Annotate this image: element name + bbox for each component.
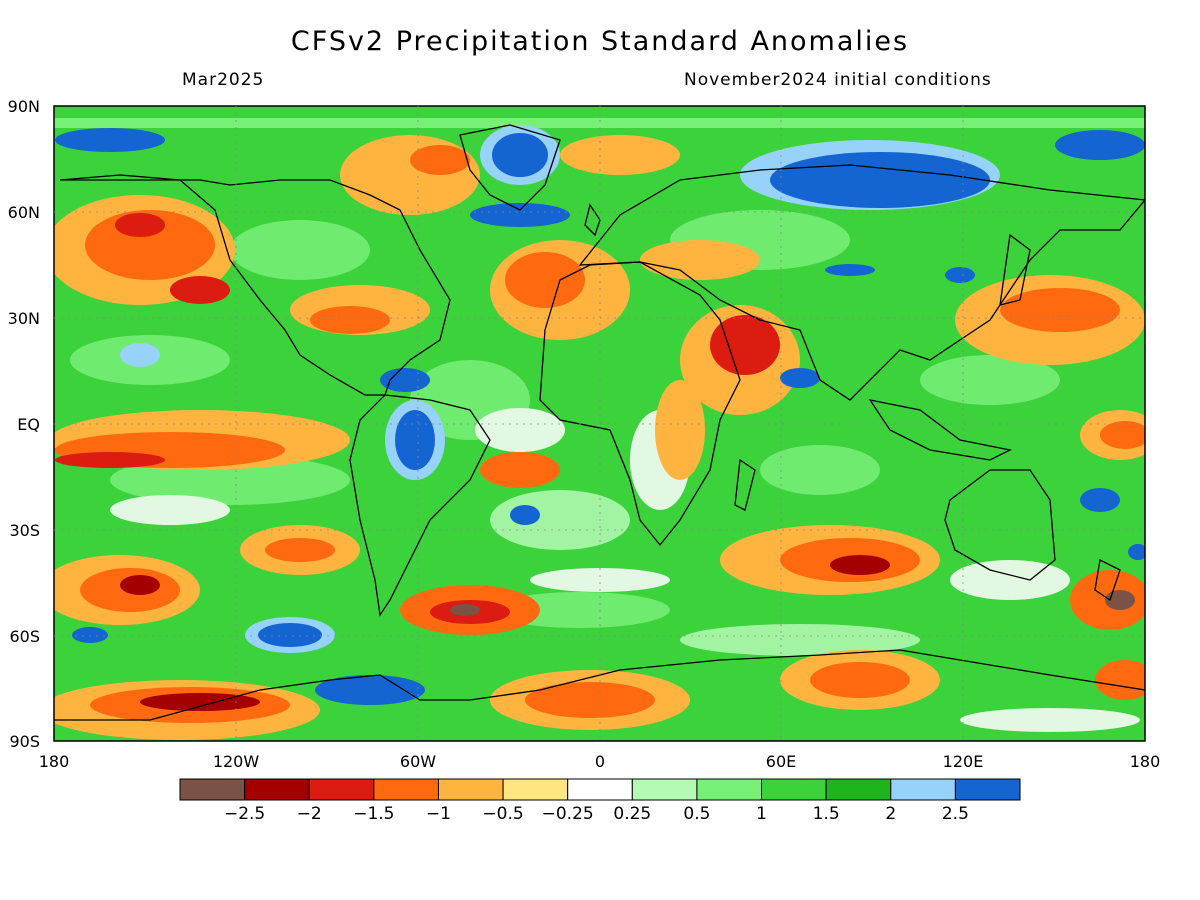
colorbar-label: 0.5 bbox=[683, 804, 710, 824]
colorbar-swatch bbox=[373, 778, 439, 801]
graticule bbox=[54, 106, 1145, 741]
lon-label-0: 0 bbox=[595, 752, 605, 771]
map-frame bbox=[53, 105, 1146, 742]
lon-label-60e: 60E bbox=[766, 752, 796, 771]
coastlines bbox=[54, 124, 1145, 721]
colorbar-label: 1.5 bbox=[813, 804, 840, 824]
colorbar-label: −0.25 bbox=[542, 804, 594, 824]
dry-anomaly-patches bbox=[54, 135, 1145, 740]
colorbar-swatch bbox=[890, 778, 956, 801]
colorbar-label: −0.5 bbox=[482, 804, 523, 824]
valid-month-label: Mar2025 bbox=[182, 70, 265, 90]
colorbar-swatch bbox=[825, 778, 892, 801]
map-title: CFSv2 Precipitation Standard Anomalies bbox=[290, 26, 910, 57]
lon-label-180e: 180 bbox=[1130, 752, 1161, 771]
colorbar-swatch bbox=[179, 778, 246, 801]
lat-label-30n: 30N bbox=[8, 309, 40, 328]
lon-label-60w: 60W bbox=[400, 752, 436, 771]
colorbar-label: 0.25 bbox=[613, 804, 651, 824]
light-anomaly-patches bbox=[70, 210, 1140, 732]
colorbar-swatch bbox=[567, 778, 633, 801]
lat-label-eq: EQ bbox=[17, 415, 40, 434]
colorbar-label: 2 bbox=[885, 804, 896, 824]
colorbar-label: 1 bbox=[756, 804, 767, 824]
colorbar-swatch bbox=[631, 778, 698, 801]
colorbar-swatch bbox=[437, 778, 504, 801]
lon-label-180w: 180 bbox=[39, 752, 70, 771]
latitude-labels: 90N 60N 30N EQ 30S 60S 90S bbox=[8, 97, 40, 751]
initial-conditions-label: November2024 initial conditions bbox=[684, 70, 992, 90]
lon-label-120e: 120E bbox=[943, 752, 984, 771]
colorbar: −2.5 −2 −1.5 −1 −0.5 −0.25 0.25 0.5 1 1.5 2 2.5 bbox=[179, 778, 1021, 824]
colorbar-swatch bbox=[696, 778, 763, 801]
colorbar-label: −1 bbox=[426, 804, 451, 824]
lat-label-30s: 30S bbox=[9, 521, 40, 540]
colorbar-label: −2.5 bbox=[224, 804, 265, 824]
colorbar-label: −1.5 bbox=[353, 804, 394, 824]
colorbar-label: 2.5 bbox=[942, 804, 969, 824]
lat-label-90s: 90S bbox=[9, 732, 40, 751]
colorbar-swatch bbox=[761, 778, 827, 801]
colorbar-swatch bbox=[308, 778, 375, 801]
colorbar-label: −2 bbox=[297, 804, 322, 824]
lat-label-60s: 60S bbox=[9, 627, 40, 646]
colorbar-swatch bbox=[502, 778, 569, 801]
wet-anomaly-patches bbox=[54, 118, 1145, 705]
colorbar-swatch bbox=[954, 778, 1021, 801]
colorbar-swatch bbox=[244, 778, 310, 801]
lat-label-90n: 90N bbox=[8, 97, 40, 116]
lat-label-60n: 60N bbox=[8, 203, 40, 222]
longitude-labels: 180 120W 60W 0 60E 120E 180 bbox=[39, 752, 1161, 771]
lon-label-120w: 120W bbox=[213, 752, 260, 771]
